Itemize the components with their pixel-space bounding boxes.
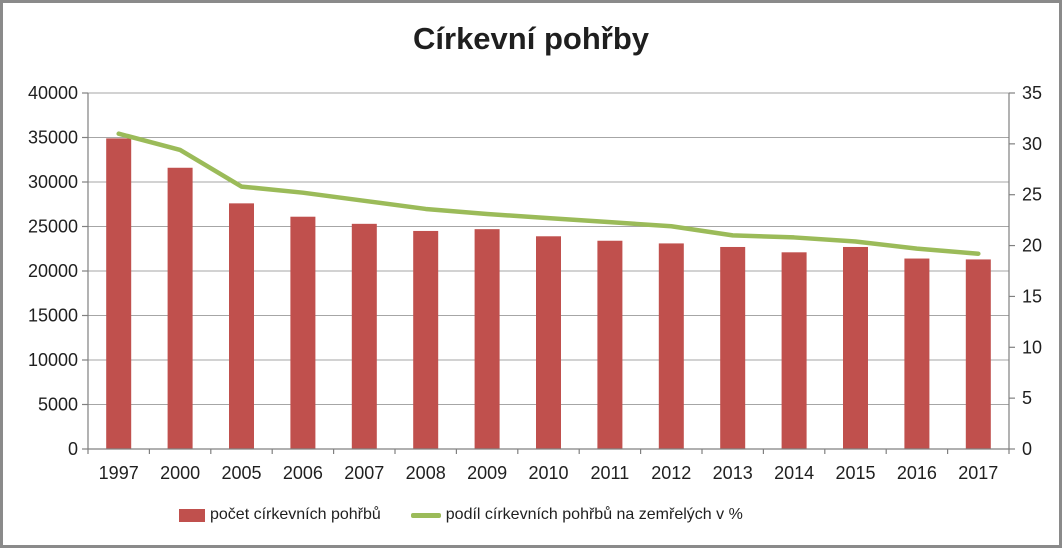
- bar-2008: [413, 230, 439, 449]
- line-series-label: podíl církevních pohřbů na zemřelých v %: [445, 506, 743, 523]
- right-axis-label: 25: [1022, 185, 1042, 205]
- x-axis-label-2012: 2012: [651, 463, 691, 483]
- left-axis-label: 25000: [28, 217, 78, 237]
- legend-item-bar-series: počet církevních pohřbů: [179, 506, 381, 524]
- chart-title: Církevní pohřby: [413, 21, 649, 56]
- bar-series-swatch: [179, 508, 205, 522]
- right-axis-label: 20: [1022, 236, 1042, 256]
- bar-2010: [536, 236, 561, 449]
- right-axis-label: 35: [1022, 83, 1042, 103]
- x-axis-label-2011: 2011: [591, 463, 630, 483]
- bar-2006: [290, 216, 316, 449]
- left-axis-label: 20000: [28, 261, 78, 281]
- left-axis-label: 35000: [28, 128, 78, 148]
- x-axis-label-2006: 2006: [283, 463, 323, 483]
- right-axis-label: 0: [1022, 439, 1032, 459]
- x-axis-label-2014: 2014: [774, 463, 814, 483]
- right-axis-label: 10: [1022, 337, 1042, 357]
- left-axis-label: 15000: [28, 306, 78, 326]
- legend: počet církevních pohřbů podíl církevních…: [179, 506, 743, 524]
- x-axis-label-2009: 2009: [467, 463, 507, 483]
- bar-series-label: počet církevních pohřbů: [210, 506, 381, 523]
- x-axis-label-2000: 2000: [160, 463, 200, 483]
- bar-2015: [843, 246, 868, 449]
- legend-item-line-series: podíl církevních pohřbů na zemřelých v %: [410, 506, 743, 524]
- left-axis-label: 5000: [38, 395, 78, 415]
- x-axis-label-2017: 2017: [958, 463, 998, 483]
- left-axis-label: 0: [68, 439, 78, 459]
- x-axis-label-2008: 2008: [406, 463, 446, 483]
- x-axis-label-1997: 1997: [99, 463, 139, 483]
- x-axis-label-2005: 2005: [221, 463, 261, 483]
- bar-2017: [965, 259, 991, 449]
- bar-2011: [597, 240, 623, 449]
- right-axis-label: 5: [1022, 388, 1032, 408]
- bar-1997: [106, 138, 132, 449]
- x-axis-label-2010: 2010: [528, 463, 568, 483]
- bar-2009: [474, 229, 500, 449]
- x-axis-label-2015: 2015: [835, 463, 875, 483]
- right-axis-label: 30: [1022, 134, 1042, 154]
- bar-2016: [904, 258, 930, 449]
- left-axis-label: 40000: [28, 83, 78, 103]
- right-axis-label: 15: [1022, 286, 1042, 306]
- bar-2000: [167, 167, 193, 449]
- bar-2007: [351, 223, 377, 449]
- x-axis-label-2016: 2016: [897, 463, 937, 483]
- bar-2005: [229, 203, 254, 449]
- bar-2012: [658, 243, 684, 449]
- left-axis-label: 10000: [28, 350, 78, 370]
- x-axis-label-2007: 2007: [344, 463, 384, 483]
- bar-2013: [720, 246, 746, 449]
- bar-2014: [781, 252, 807, 449]
- trend-line: [116, 131, 981, 256]
- x-axis-label-2013: 2013: [713, 463, 753, 483]
- chart-plot-area: 0500010000150002000025000300003500040000…: [28, 83, 1042, 483]
- left-axis-label: 30000: [28, 172, 78, 192]
- line-series-swatch: [410, 512, 441, 518]
